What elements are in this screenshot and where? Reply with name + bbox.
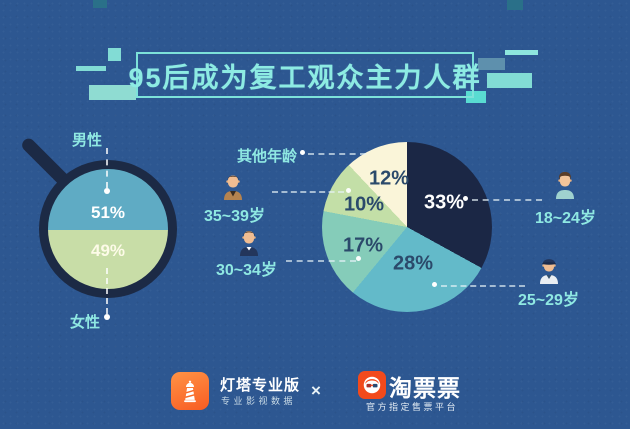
multiply-sign: × xyxy=(311,381,321,400)
female-percent: 49% xyxy=(90,241,126,260)
deco-rect xyxy=(478,58,505,70)
male-label: 男性 xyxy=(72,132,103,149)
deco-rect xyxy=(76,66,106,71)
avatar-30-34-icon xyxy=(240,231,258,256)
dengta-logo xyxy=(171,372,209,410)
deco-rect xyxy=(487,73,532,88)
male-connector-dot xyxy=(104,188,110,194)
connector-dot-25-29 xyxy=(432,282,437,287)
deco-rect xyxy=(93,0,107,8)
connector-line-18-24 xyxy=(472,199,542,201)
slice-percent-18-24: 33% xyxy=(423,191,465,214)
avatar-35-39-icon xyxy=(224,175,242,200)
deco-rect xyxy=(89,85,136,100)
tpp-face-icon xyxy=(363,376,381,394)
connector-line-other xyxy=(308,153,366,155)
label-other-age: 其他年龄 xyxy=(237,148,298,165)
slice-percent-35-39: 10% xyxy=(343,193,385,216)
connector-dot-30-34 xyxy=(356,256,361,261)
connector-dot-other xyxy=(300,150,305,155)
connector-dot-35-39 xyxy=(346,188,351,193)
female-connector-line xyxy=(106,268,108,314)
gender-pie xyxy=(48,169,168,289)
female-connector-dot xyxy=(104,314,110,320)
taopiaopiao-name: 淘票票 xyxy=(389,375,461,401)
label-25-29: 25~29岁 xyxy=(518,292,579,309)
label-35-39: 35~39岁 xyxy=(204,208,265,225)
page-title: 95后成为复工观众主力人群 xyxy=(128,62,482,93)
connector-line-25-29 xyxy=(441,285,525,287)
deco-rect xyxy=(507,0,523,10)
title-box: 95后成为复工观众主力人群 xyxy=(128,52,480,98)
deco-rect xyxy=(505,50,538,55)
taopiaopiao-logo xyxy=(358,371,386,399)
deco-rect xyxy=(108,48,121,61)
male-percent: 51% xyxy=(90,203,126,222)
male-connector-line xyxy=(106,148,108,188)
label-30-34: 30~34岁 xyxy=(216,262,277,279)
lighthouse-icon xyxy=(184,380,196,403)
connector-line-35-39 xyxy=(272,191,344,193)
avatar-18-24-icon xyxy=(556,172,574,199)
deco-rect xyxy=(466,91,486,103)
female-label: 女性 xyxy=(70,314,101,331)
label-18-24: 18~24岁 xyxy=(535,210,596,227)
age-pie xyxy=(322,142,492,312)
connector-line-30-34 xyxy=(286,260,356,262)
connector-dot-18-24 xyxy=(463,196,468,201)
dengta-name: 灯塔专业版 xyxy=(220,377,301,394)
slice-percent-other: 12% xyxy=(368,167,410,190)
avatar-25-29-icon xyxy=(540,259,558,284)
slice-percent-30-34: 17% xyxy=(342,234,384,257)
slice-percent-25-29: 28% xyxy=(392,252,434,275)
taopiaopiao-subtitle: 官方指定售票平台 xyxy=(366,402,459,412)
dengta-subtitle: 专业影视数据 xyxy=(221,396,297,406)
